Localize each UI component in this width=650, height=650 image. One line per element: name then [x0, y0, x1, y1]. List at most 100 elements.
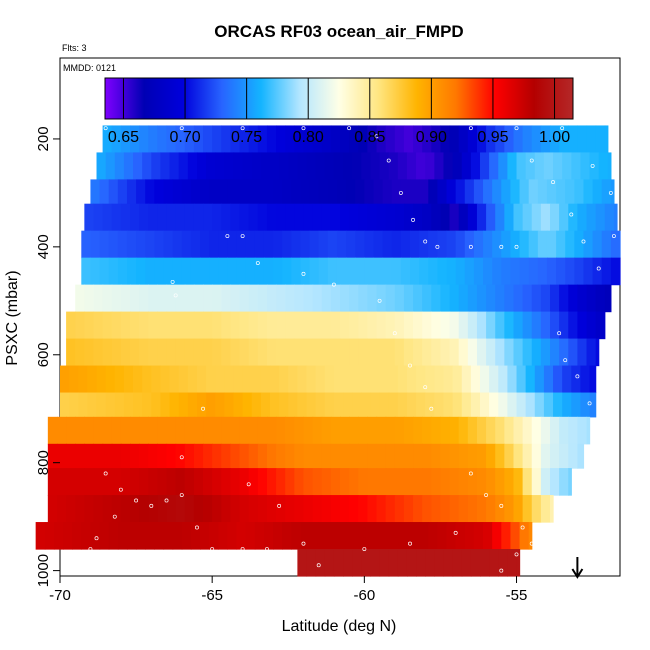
heatmap-cell — [510, 179, 521, 205]
heatmap-cell — [385, 311, 396, 340]
heatmap-cell — [330, 203, 341, 232]
heatmap-cell — [312, 125, 323, 154]
heatmap-cell — [355, 522, 365, 550]
heatmap-cell — [613, 203, 618, 232]
track-point — [103, 471, 108, 476]
heatmap-cell — [571, 152, 582, 181]
heatmap-cell — [297, 549, 308, 577]
heatmap-cell — [480, 365, 490, 394]
heatmap-cell — [230, 443, 241, 469]
heatmap-cell — [559, 311, 569, 340]
heatmap-cell — [84, 284, 95, 313]
heatmap-cell — [489, 152, 499, 181]
heatmap-cell — [480, 549, 490, 577]
track-point — [255, 261, 260, 265]
heatmap-cell — [114, 152, 125, 181]
heatmap-cell — [84, 495, 95, 523]
heatmap-cell — [273, 230, 283, 259]
heatmap-cell — [476, 468, 487, 496]
heatmap-cell — [495, 284, 505, 313]
heatmap-cell — [473, 522, 484, 550]
track-point — [529, 541, 534, 546]
heatmap-cell — [321, 125, 332, 154]
heatmap-cell — [568, 311, 578, 340]
heatmap-cell — [531, 338, 542, 367]
heatmap-cell — [224, 152, 235, 181]
heatmap-cell — [327, 257, 338, 286]
heatmap-cell — [84, 203, 95, 232]
heatmap-cell — [148, 468, 158, 496]
heatmap-cell — [120, 443, 131, 469]
heatmap-cell — [476, 311, 487, 340]
heatmap-cell — [239, 125, 250, 154]
heatmap-cell — [367, 495, 378, 523]
track-point — [514, 244, 519, 249]
track-point — [557, 331, 562, 336]
heatmap-cell — [413, 416, 423, 445]
heatmap-cell — [157, 416, 168, 445]
heatmap-cell — [169, 392, 180, 418]
heatmap-cell — [559, 416, 569, 445]
heatmap-cell — [285, 284, 295, 313]
heatmap-cell — [266, 468, 277, 496]
colorbar-ticks: 0.65 0.70 0.75 0.80 0.85 0.90 0.95 1.00 — [108, 78, 570, 146]
heatmap-cell — [294, 125, 305, 154]
heatmap-cell — [111, 495, 122, 523]
heatmap-cell — [111, 125, 122, 154]
heatmap-cell — [531, 468, 542, 496]
heatmap-cell — [90, 257, 101, 286]
heatmap-cell — [297, 365, 308, 394]
heatmap-cell — [440, 311, 451, 340]
track-point — [435, 244, 440, 249]
heatmap-cell — [318, 522, 329, 550]
heatmap-cell — [516, 549, 521, 577]
heatmap-cell — [425, 152, 435, 181]
heatmap-cell — [157, 468, 168, 496]
heatmap-cell — [157, 284, 168, 313]
heatmap-cell — [157, 495, 168, 523]
heatmap-cell — [276, 495, 286, 523]
heatmap-cell — [166, 495, 177, 523]
heatmap-cell — [413, 443, 423, 469]
heatmap-cell — [175, 284, 186, 313]
heatmap-cell — [291, 179, 302, 205]
heatmap-cell — [568, 125, 578, 154]
heatmap-cell — [166, 203, 177, 232]
track-point — [499, 503, 504, 508]
heatmap-cell — [312, 443, 323, 469]
heatmap-cell — [546, 230, 557, 259]
heatmap-cell — [476, 125, 487, 154]
colorbar-tick-label: 1.00 — [539, 129, 570, 146]
heatmap-cell — [136, 179, 146, 205]
heatmap-cell — [212, 495, 222, 523]
heatmap-cell — [553, 392, 563, 418]
heatmap-cell — [203, 203, 213, 232]
heatmap-cell — [105, 365, 116, 394]
heatmap-cell — [431, 443, 442, 469]
heatmap-cell — [385, 443, 396, 469]
heatmap-cell — [242, 365, 253, 394]
heatmap-cell — [406, 392, 417, 418]
heatmap-cell — [467, 125, 478, 154]
heatmap-cell — [540, 495, 551, 523]
heatmap-cell — [230, 125, 241, 154]
heatmap-cell — [96, 392, 107, 418]
arrow-marker — [571, 557, 584, 579]
heatmap-cell — [367, 416, 378, 445]
heatmap-cell — [47, 443, 58, 469]
heatmap-cell — [312, 495, 323, 523]
heatmap-cell — [276, 416, 286, 445]
heatmap-cell — [200, 522, 210, 550]
heatmap-cell — [47, 468, 58, 496]
heatmap-cell — [75, 338, 85, 367]
heatmap-cell — [260, 152, 271, 181]
heatmap-cell — [373, 522, 384, 550]
heatmap-cell — [324, 365, 335, 394]
heatmap-cell — [507, 365, 518, 394]
heatmap-cell — [218, 522, 228, 550]
heatmap-cell — [419, 179, 429, 205]
heatmap-cell — [422, 125, 432, 154]
heatmap-cell — [431, 416, 442, 445]
heatmap-cell — [321, 338, 332, 367]
